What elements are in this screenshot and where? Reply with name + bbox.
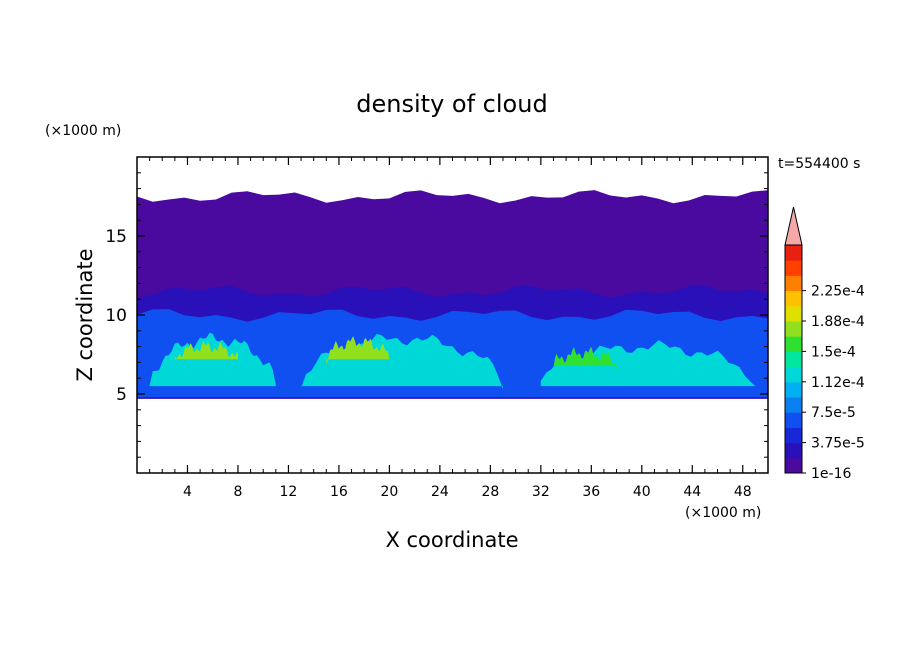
colorbar-swatch	[785, 351, 802, 368]
colorbar-swatch	[785, 381, 802, 398]
colorbar-swatch	[785, 260, 802, 276]
x-tick-label: 12	[280, 484, 298, 500]
time-label: t=554400 s	[778, 156, 860, 172]
x-tick-label: 48	[734, 484, 752, 500]
colorbar-label: 1e-16	[811, 466, 851, 482]
colorbar-swatch	[785, 290, 802, 307]
x-tick-label: 24	[431, 484, 449, 500]
x-unit-label: (×1000 m)	[685, 505, 761, 521]
y-unit-label: (×1000 m)	[45, 123, 121, 139]
y-axis-label: Z coordinate	[73, 248, 97, 381]
x-tick-label: 28	[481, 484, 499, 500]
cloud-region	[553, 346, 617, 371]
x-tick-label: 4	[183, 484, 192, 500]
x-tick-label: 20	[380, 484, 398, 500]
x-tick-label: 44	[683, 484, 701, 500]
colorbar-frame	[784, 244, 803, 474]
colorbar-swatch	[785, 457, 802, 474]
y-tick-label: 15	[105, 227, 127, 247]
x-tick-label: 16	[330, 484, 348, 500]
colorbar-label: 2.25e-4	[811, 284, 865, 300]
colorbar-label: 3.75e-5	[811, 436, 865, 452]
chart-title: density of cloud	[356, 90, 547, 118]
cloud-region	[326, 336, 390, 366]
x-tick-label: 36	[582, 484, 600, 500]
colorbar-swatch	[785, 321, 802, 337]
cloud-region	[174, 341, 238, 360]
colorbar-swatch	[785, 245, 802, 261]
colorbar-label: 1.88e-4	[811, 314, 865, 330]
colorbar-swatch	[785, 305, 802, 322]
colorbar-swatch	[785, 366, 802, 383]
colorbar-label: 7.5e-5	[811, 405, 856, 421]
colorbar-label: 1.5e-4	[811, 344, 856, 360]
x-tick-label: 32	[532, 484, 550, 500]
colorbar-swatch	[785, 412, 802, 428]
cloud-region	[540, 340, 756, 387]
y-tick-label: 5	[116, 385, 127, 405]
x-axis-label: X coordinate	[385, 528, 518, 552]
colorbar-label: 1.12e-4	[811, 375, 865, 391]
x-tick-label: 40	[633, 484, 651, 500]
colorbar-extend-arrow	[784, 206, 803, 246]
colorbar: 1e-16 3.75e-5 7.5e-5 1.12e-4 1.5e-4 1.88e-4 2.…	[784, 206, 865, 482]
y-tick-label: 10	[105, 306, 127, 326]
colorbar-swatch	[785, 442, 802, 459]
y-axis: 5 10 15	[105, 172, 768, 458]
colorbar-swatch	[785, 427, 802, 444]
colorbar-swatch	[785, 336, 802, 352]
cloud-region	[149, 332, 276, 387]
cloud-field	[137, 190, 768, 399]
x-tick-label: 8	[233, 484, 242, 500]
colorbar-swatch	[785, 275, 802, 292]
colorbar-swatch	[785, 397, 802, 413]
cloud-region	[301, 333, 503, 390]
x-axis: 4 8 12 16 20 24 28 32 36 40 44 48	[149, 157, 756, 500]
